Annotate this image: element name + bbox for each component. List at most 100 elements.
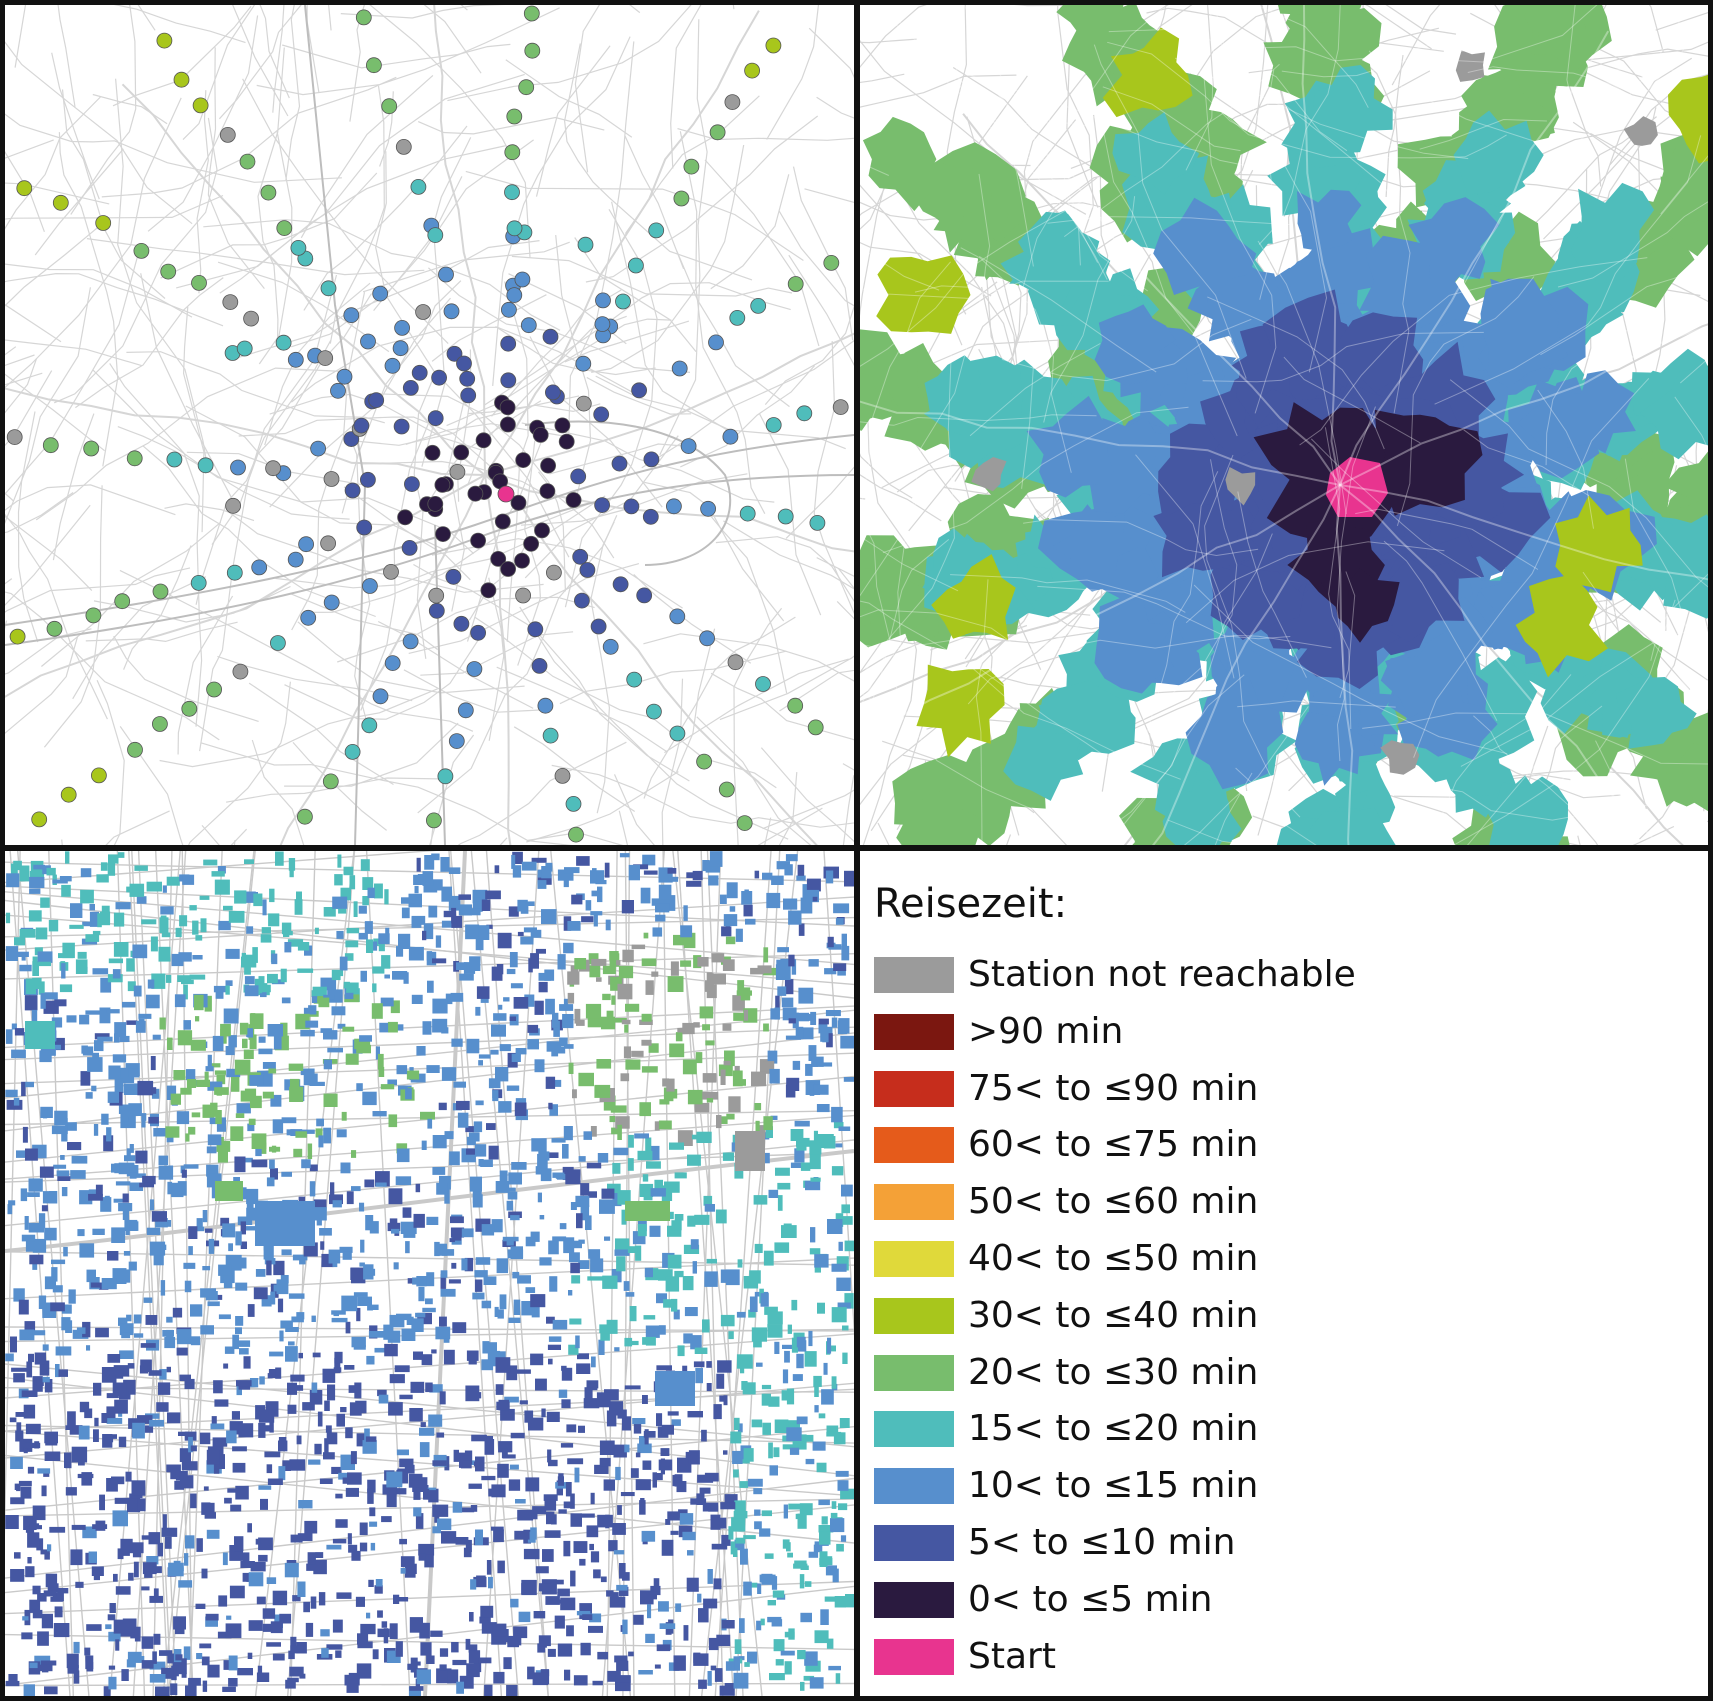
building <box>84 1647 91 1656</box>
building <box>370 1304 379 1310</box>
building <box>66 1015 77 1023</box>
building <box>216 1074 226 1085</box>
station-point <box>499 416 516 433</box>
building <box>406 1070 420 1080</box>
building <box>561 1399 571 1409</box>
building <box>375 1046 380 1060</box>
building <box>149 1199 154 1211</box>
isochrone-area <box>1094 304 1176 385</box>
building <box>65 1487 77 1496</box>
building <box>47 1583 59 1593</box>
building <box>721 926 732 937</box>
building <box>189 974 206 980</box>
building <box>531 1138 547 1152</box>
street <box>117 426 350 520</box>
building <box>794 1148 805 1163</box>
building <box>578 1260 590 1269</box>
street <box>590 521 615 814</box>
station-point <box>226 564 243 581</box>
building <box>565 1169 581 1185</box>
street <box>710 672 854 741</box>
building <box>34 1352 46 1365</box>
street <box>311 502 591 613</box>
building <box>498 1441 513 1453</box>
street <box>431 538 683 609</box>
legend-label: Start <box>968 1635 1056 1677</box>
building <box>43 1108 48 1119</box>
building <box>686 1577 699 1592</box>
building <box>458 904 472 916</box>
building <box>367 1488 374 1504</box>
building <box>416 1669 431 1685</box>
street <box>1183 706 1309 845</box>
building <box>599 1324 616 1334</box>
building <box>413 1507 422 1517</box>
building <box>845 1594 854 1608</box>
building <box>510 1598 519 1608</box>
building <box>732 1134 737 1147</box>
building <box>575 1195 590 1208</box>
building <box>643 1431 656 1438</box>
building <box>25 1442 41 1449</box>
building <box>226 1068 241 1078</box>
building <box>513 997 529 1009</box>
building <box>569 1252 580 1263</box>
street <box>1117 660 1166 845</box>
building <box>109 1603 116 1613</box>
building <box>639 1102 651 1117</box>
building <box>70 1549 83 1566</box>
building <box>115 1639 120 1651</box>
building <box>463 1547 472 1558</box>
street <box>677 128 854 141</box>
isochrone-area <box>1102 27 1193 118</box>
building <box>21 1234 36 1242</box>
building <box>199 1643 212 1649</box>
building <box>631 944 646 950</box>
building <box>400 1556 415 1567</box>
building <box>92 930 101 935</box>
isochrone-map-panel <box>860 5 1708 845</box>
building <box>293 1148 303 1157</box>
building <box>567 921 581 931</box>
station-point <box>524 42 541 59</box>
building <box>94 1040 104 1052</box>
building <box>585 1003 602 1019</box>
building <box>297 942 310 951</box>
street <box>1650 573 1708 661</box>
building <box>37 1631 49 1646</box>
street <box>670 5 702 169</box>
building <box>175 1654 183 1661</box>
building <box>8 1674 18 1685</box>
building <box>442 1249 455 1256</box>
street <box>1023 519 1259 557</box>
building <box>193 1226 205 1232</box>
building <box>135 1020 146 1033</box>
building <box>432 1018 448 1033</box>
building <box>488 1145 499 1160</box>
street <box>762 789 854 830</box>
station-point <box>579 562 596 578</box>
street <box>766 5 820 140</box>
station-point <box>832 399 849 416</box>
legend-swatch <box>874 1127 954 1164</box>
building <box>719 1116 728 1124</box>
building <box>220 1023 231 1037</box>
street <box>1413 378 1650 758</box>
street <box>1383 540 1498 721</box>
street <box>447 5 692 102</box>
building <box>673 1655 686 1671</box>
station-point <box>787 276 804 292</box>
building <box>401 897 416 904</box>
building <box>465 1638 471 1650</box>
station-point <box>222 294 239 311</box>
isochrone-areas-layer <box>860 5 1708 845</box>
building <box>358 932 368 940</box>
station-point <box>402 633 419 650</box>
station-point <box>750 297 767 314</box>
building <box>115 1181 131 1186</box>
building <box>122 1104 133 1117</box>
building <box>637 1224 647 1237</box>
building <box>771 1576 778 1590</box>
building <box>13 1373 25 1383</box>
building <box>244 976 255 985</box>
